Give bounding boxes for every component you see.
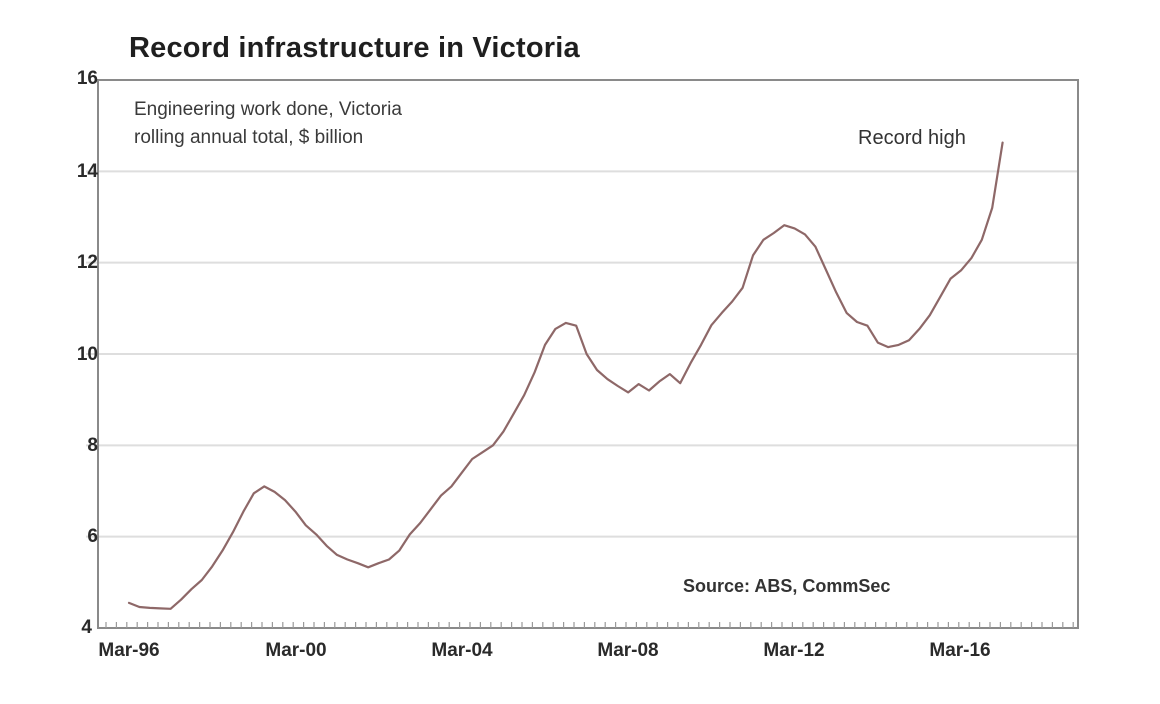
y-tick-8: 8 [87, 435, 98, 456]
y-tick-10: 10 [76, 344, 98, 365]
y-tick-4: 4 [81, 617, 92, 638]
y-tick-6: 6 [87, 526, 98, 547]
y-tick-16: 16 [76, 68, 98, 89]
x-axis-minor-ticks [105, 622, 1074, 628]
x-tick-mar-08: Mar-08 [597, 640, 659, 661]
plot-frame [97, 79, 1079, 629]
source-note: Source: ABS, CommSec [683, 576, 891, 596]
x-tick-mar-96: Mar-96 [98, 640, 160, 661]
x-tick-mar-16: Mar-16 [929, 640, 991, 661]
x-tick-mar-04: Mar-04 [431, 640, 493, 661]
series-line [127, 141, 1004, 610]
y-tick-14: 14 [76, 161, 98, 182]
y-tick-12: 12 [76, 252, 98, 273]
gridlines [86, 170, 1078, 538]
chart-subtitle: Engineering work done, Victoria rolling … [134, 96, 402, 152]
chart-title: Record infrastructure in Victoria [129, 32, 580, 64]
record-high-annotation: Record high [858, 127, 966, 149]
x-tick-mar-00: Mar-00 [265, 640, 327, 661]
subtitle-line-2: rolling annual total, $ billion [134, 127, 364, 148]
subtitle-line-1: Engineering work done, Victoria [134, 99, 402, 120]
x-tick-mar-12: Mar-12 [763, 640, 825, 661]
